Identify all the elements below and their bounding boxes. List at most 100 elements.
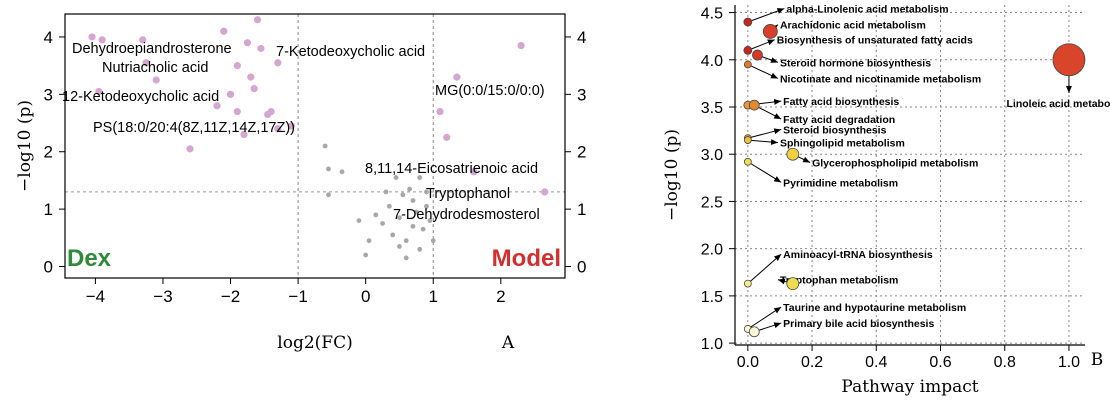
point-label: Nutriacholic acid xyxy=(102,60,208,76)
label-arrow xyxy=(751,39,775,50)
nonsignificant-point xyxy=(326,192,331,198)
point-label: 8,11,14-Eicosatrienoic acid xyxy=(365,161,538,177)
point-label: MG(0:0/15:0/0:0) xyxy=(435,83,545,99)
nonsignificant-point xyxy=(373,212,379,218)
label-arrow xyxy=(750,306,782,328)
label-arrow xyxy=(751,8,785,22)
model-group-label: Model xyxy=(492,245,561,272)
significant-point xyxy=(443,133,451,141)
nonsignificant-point xyxy=(427,218,433,224)
nonsignificant-point xyxy=(397,215,402,221)
significant-point xyxy=(139,36,147,44)
pathway-label: Arachidonic acid metabolism xyxy=(780,20,926,32)
significant-point xyxy=(213,102,221,110)
x-tick-label: 1.0 xyxy=(1058,354,1080,371)
nonsignificant-point xyxy=(393,175,399,180)
pathway-point xyxy=(743,279,752,288)
pathway-label: Aminoacyl-tRNA biosynthesis xyxy=(783,249,933,261)
pathway-point xyxy=(743,17,753,27)
pathway-label: Glycerophospholipid metabolism xyxy=(812,158,978,170)
point-label: Tryptophanol xyxy=(426,186,510,202)
significant-point xyxy=(95,87,103,96)
significant-point xyxy=(517,41,525,50)
pathway-point xyxy=(748,326,760,338)
y-tick-label-left: 2 xyxy=(44,143,53,162)
significant-point xyxy=(541,188,549,196)
y-tick-label: 1.0 xyxy=(701,336,723,353)
y-tick-label-right: 4 xyxy=(577,28,586,47)
pathway-label: Primary bile acid biosynthesis xyxy=(783,318,934,330)
significant-point xyxy=(220,27,228,35)
significant-point xyxy=(226,90,235,98)
nonsignificant-point xyxy=(417,175,423,180)
point-label: Dehydroepiandrosterone xyxy=(72,41,232,57)
y-axis-title: −log10 (p) xyxy=(662,129,682,221)
y-tick-label-right: 2 xyxy=(577,143,586,162)
y-tick-label-right: 0 xyxy=(577,258,586,277)
label-arrow xyxy=(758,322,782,331)
nonsignificant-point xyxy=(326,166,331,172)
nonsignificant-point xyxy=(363,252,369,258)
label-arrow xyxy=(750,163,782,183)
significant-point xyxy=(470,168,478,176)
pathway-label: Steroid hormone biosynthesis xyxy=(780,57,931,69)
nonsignificant-point xyxy=(430,238,436,244)
x-tick-label: −3 xyxy=(153,287,172,306)
pathway-label: alpha-Linolenic acid metabolism xyxy=(786,4,948,16)
label-arrow xyxy=(750,253,782,282)
pathway-label: Fatty acid degradation xyxy=(783,114,895,126)
nonsignificant-point xyxy=(400,192,406,198)
nonsignificant-point xyxy=(397,244,402,249)
dex-group-label: Dex xyxy=(67,245,112,272)
significant-point xyxy=(453,73,461,81)
plot-frame xyxy=(64,13,566,279)
significant-point xyxy=(186,145,194,153)
x-tick-label: 0.8 xyxy=(994,354,1016,371)
nonsignificant-point xyxy=(322,143,328,149)
significant-point xyxy=(253,16,262,24)
x-tick-label: 0.2 xyxy=(801,354,823,371)
pathway-label: Nicotinate and nicotinamide metabolism xyxy=(780,73,981,85)
y-tick-label-left: 1 xyxy=(44,200,53,219)
y-tick-label: 3.0 xyxy=(701,147,723,164)
y-tick-label: 1.5 xyxy=(701,289,723,306)
pathway-label: Fatty acid biosynthesis xyxy=(783,96,899,108)
significant-point xyxy=(274,125,282,133)
nonsignificant-point xyxy=(403,255,409,261)
y-tick-label: 4.5 xyxy=(701,6,723,23)
nonsignificant-point xyxy=(403,238,409,244)
nonsignificant-point xyxy=(356,218,362,224)
pathway-point xyxy=(743,60,752,69)
nonsignificant-point xyxy=(420,226,426,232)
point-label: 12-Ketodeoxycholic acid xyxy=(62,89,219,105)
significant-point xyxy=(267,107,275,116)
pathway-point xyxy=(786,147,800,161)
nonsignificant-point xyxy=(380,221,385,226)
nonsignificant-point xyxy=(407,186,412,192)
pathway-point xyxy=(752,49,763,61)
significant-point xyxy=(436,107,444,116)
x-axis-title: log2(FC) xyxy=(277,333,352,353)
significant-point xyxy=(233,107,241,116)
y-tick-label-left: 0 xyxy=(44,258,53,277)
significant-point xyxy=(243,39,252,47)
label-arrow xyxy=(770,24,779,32)
label-arrow xyxy=(758,106,782,120)
volcano-plot-panel: −4 −3 −2 −1 0 1 2 0 1 2 3 4 0 1 2 3 4 Dehydroepiandroster… xyxy=(15,13,586,353)
significant-point xyxy=(250,85,258,93)
nonsignificant-point xyxy=(383,189,389,195)
significant-point xyxy=(287,122,295,130)
nonsignificant-point xyxy=(390,232,396,238)
pathway-point xyxy=(743,157,752,166)
nonsignificant-point xyxy=(410,223,416,229)
y-tick-label-left: 3 xyxy=(44,85,53,104)
significant-point xyxy=(240,130,248,139)
y-tick-label: 3.5 xyxy=(701,100,723,117)
y-tick-label: 4.0 xyxy=(701,53,723,70)
significant-point xyxy=(142,59,150,67)
y-tick-label-left: 4 xyxy=(44,28,53,47)
x-tick-label: 0 xyxy=(361,287,370,306)
pathway-label: Taurine and hypotaurine metabolism xyxy=(783,302,966,314)
label-arrow xyxy=(751,128,782,138)
significant-point xyxy=(152,76,160,84)
